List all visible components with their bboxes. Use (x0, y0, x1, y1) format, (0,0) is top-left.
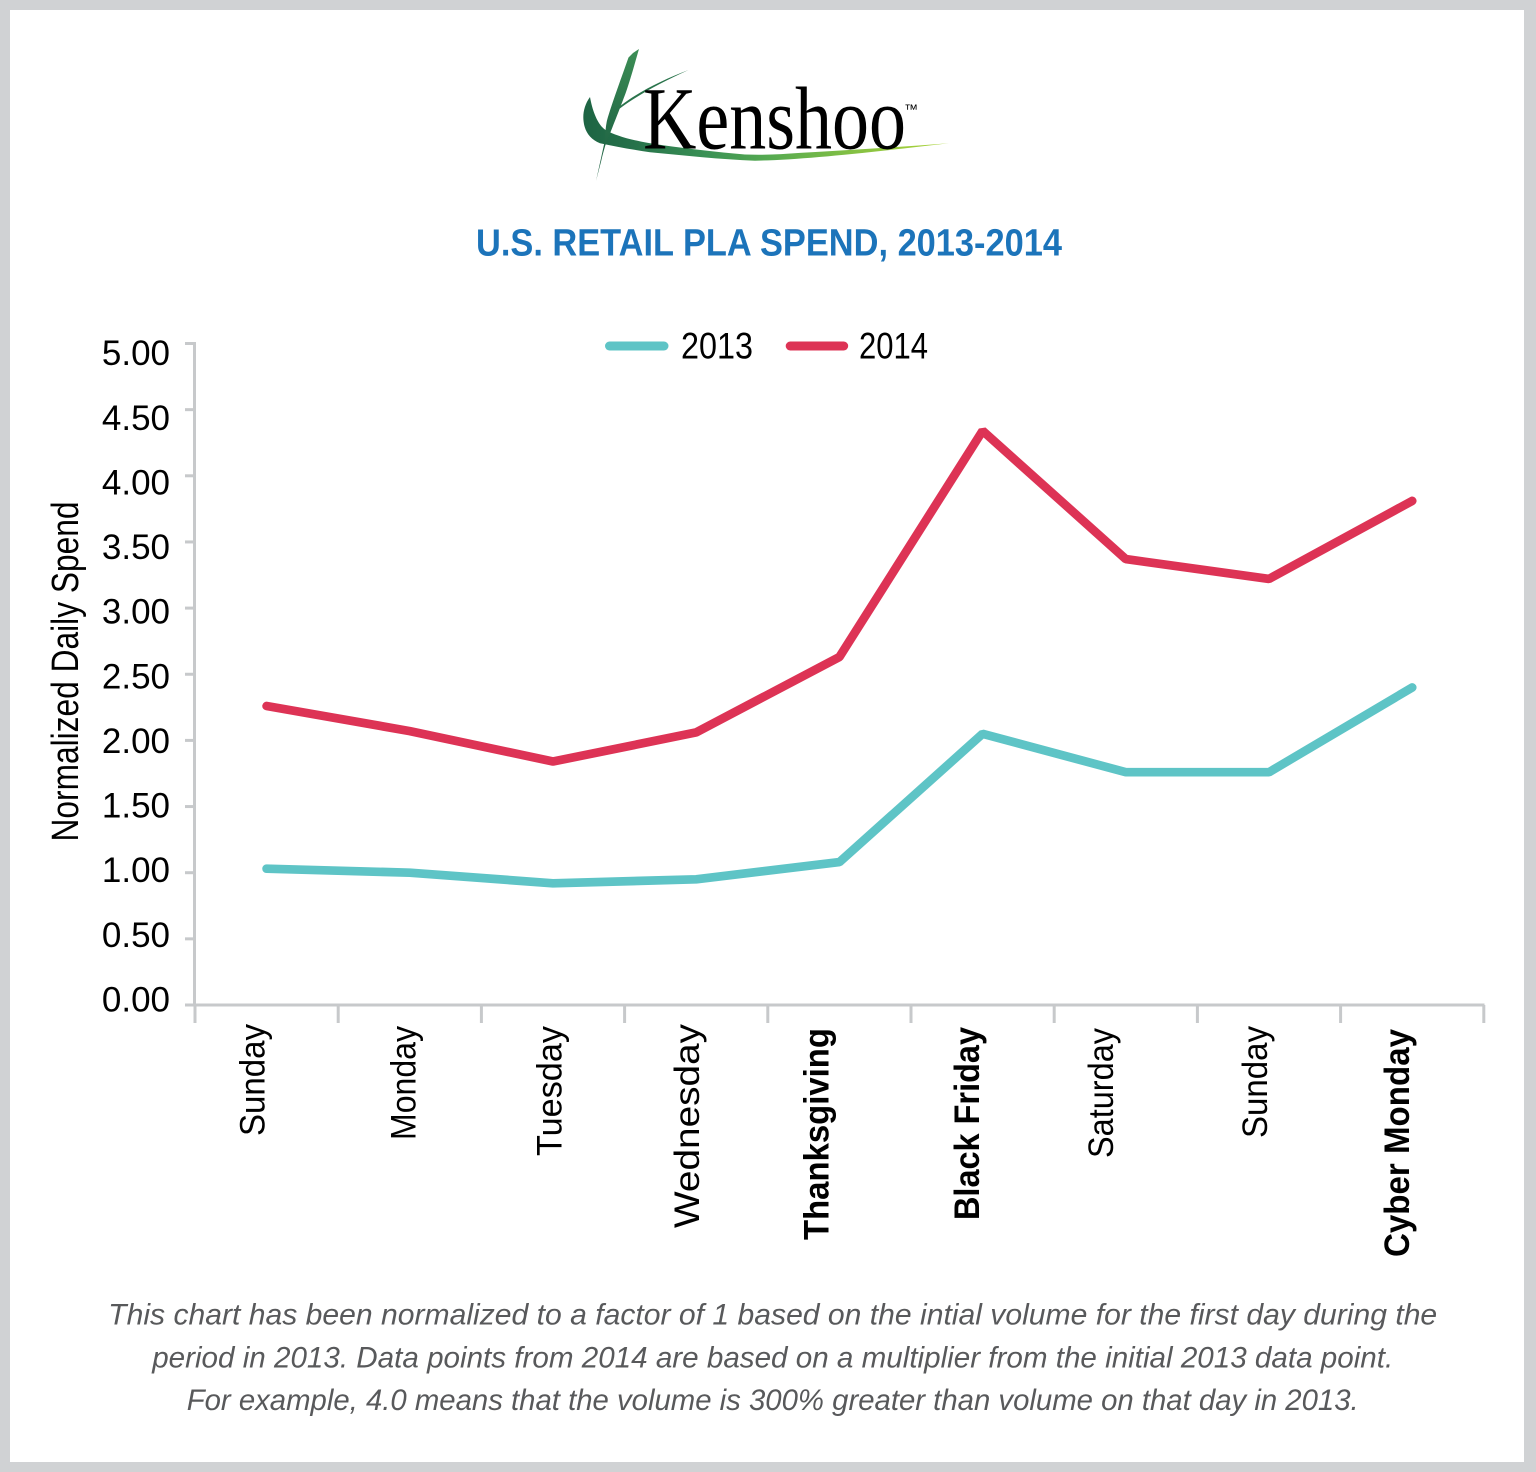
svg-text:Monday: Monday (385, 1026, 424, 1140)
svg-text:Tuesday: Tuesday (531, 1026, 570, 1156)
svg-text:1.00: 1.00 (102, 851, 170, 890)
svg-text:For example, 4.0 means that th: For example, 4.0 means that the volume i… (187, 1384, 1359, 1417)
svg-text:3.00: 3.00 (102, 593, 170, 632)
svg-text:2014: 2014 (859, 326, 928, 367)
svg-text:2.00: 2.00 (102, 722, 170, 761)
svg-text:Wednesday: Wednesday (668, 1023, 707, 1228)
svg-text:2.50: 2.50 (102, 657, 170, 696)
svg-text:Kenshoo: Kenshoo (643, 71, 906, 169)
svg-text:Saturday: Saturday (1082, 1028, 1121, 1158)
svg-text:Sunday: Sunday (233, 1024, 272, 1136)
svg-text:4.00: 4.00 (102, 463, 170, 502)
svg-text:3.50: 3.50 (102, 528, 170, 567)
svg-text:1.50: 1.50 (102, 787, 170, 826)
svg-text:Cyber Monday: Cyber Monday (1378, 1028, 1417, 1257)
svg-text:Normalized Daily Spend: Normalized Daily Spend (45, 502, 87, 842)
svg-text:2013: 2013 (681, 326, 753, 367)
svg-text:0.00: 0.00 (102, 981, 170, 1020)
svg-text:period in 2013. Data points fr: period in 2013. Data points from 2014 ar… (151, 1342, 1393, 1375)
svg-text:™: ™ (904, 101, 918, 117)
svg-text:5.00: 5.00 (102, 334, 170, 373)
svg-text:0.50: 0.50 (102, 916, 170, 955)
svg-text:4.50: 4.50 (102, 399, 170, 438)
svg-text:Sunday: Sunday (1236, 1026, 1275, 1138)
svg-text:Thanksgiving: Thanksgiving (798, 1028, 837, 1240)
svg-text:Black Friday: Black Friday (948, 1027, 987, 1220)
svg-text:U.S. RETAIL PLA SPEND, 2013-20: U.S. RETAIL PLA SPEND, 2013-2014 (476, 223, 1062, 265)
svg-text:This chart has been normalized: This chart has been normalized to a fact… (108, 1299, 1437, 1332)
